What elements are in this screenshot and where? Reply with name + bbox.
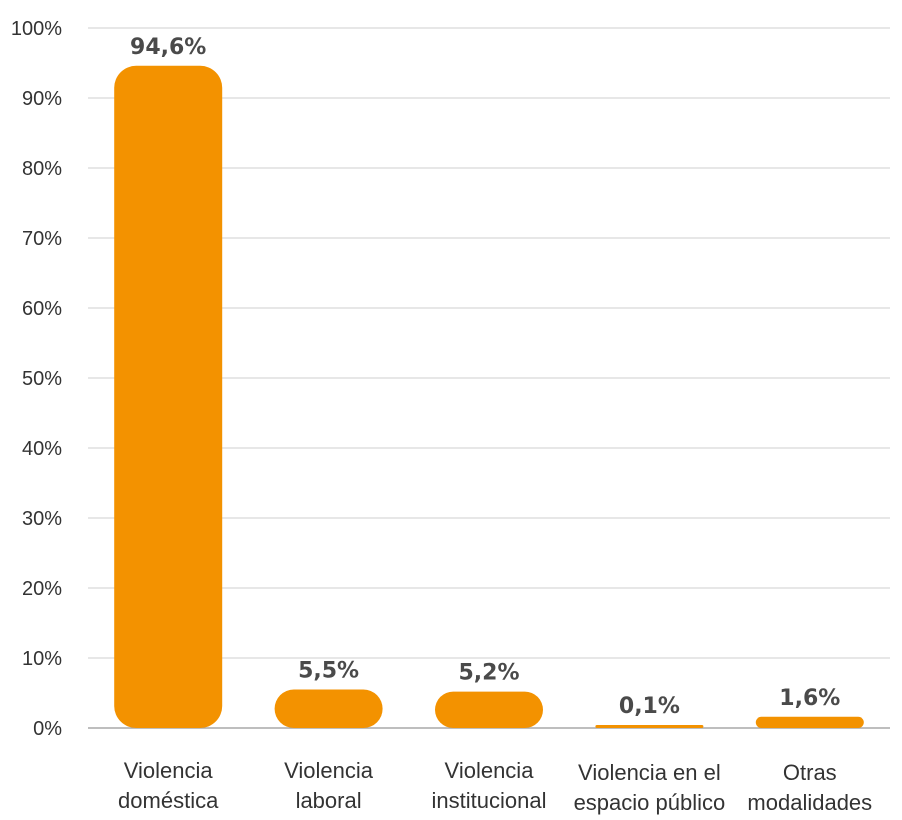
bar — [595, 725, 704, 728]
data-label: 0,1% — [619, 694, 680, 719]
value-labels: 94,6% 5,5% 5,2% 0,1% 1,6% — [130, 35, 840, 719]
y-tick-label: 30% — [22, 508, 62, 530]
y-tick-label: 60% — [22, 298, 62, 320]
category-label: Violencia en el — [578, 760, 721, 785]
data-label: 1,6% — [779, 686, 840, 711]
y-tick-label: 20% — [22, 578, 62, 600]
bar — [114, 65, 223, 729]
category-label: Otras — [783, 760, 837, 785]
y-tick-label: 10% — [22, 648, 62, 670]
y-tick-label: 0% — [33, 718, 62, 740]
y-tick-label: 50% — [22, 368, 62, 390]
y-tick-label: 100% — [11, 18, 62, 40]
bar — [435, 691, 543, 728]
category-label: institucional — [432, 788, 547, 813]
category-label: Violencia — [445, 758, 535, 783]
bar — [755, 716, 864, 728]
y-tick-label: 80% — [22, 158, 62, 180]
category-label: Violencia — [124, 758, 214, 783]
category-label: modalidades — [747, 790, 872, 815]
category-label: espacio público — [574, 790, 726, 815]
category-label: laboral — [296, 788, 362, 813]
data-label: 94,6% — [130, 35, 206, 60]
y-tick-label: 70% — [22, 228, 62, 250]
y-axis-tick-labels: 0% 10% 20% 30% 40% 50% 60% 70% 80% 90% 100% — [11, 18, 62, 740]
y-tick-label: 40% — [22, 438, 62, 460]
bars — [114, 65, 864, 729]
y-tick-label: 90% — [22, 88, 62, 110]
data-label: 5,2% — [458, 661, 519, 686]
category-labels: Violencia doméstica Violencia laboral Violen… — [118, 758, 872, 815]
category-label: doméstica — [118, 788, 219, 813]
data-label: 5,5% — [298, 659, 359, 684]
bar — [274, 689, 383, 728]
category-label: Violencia — [284, 758, 374, 783]
